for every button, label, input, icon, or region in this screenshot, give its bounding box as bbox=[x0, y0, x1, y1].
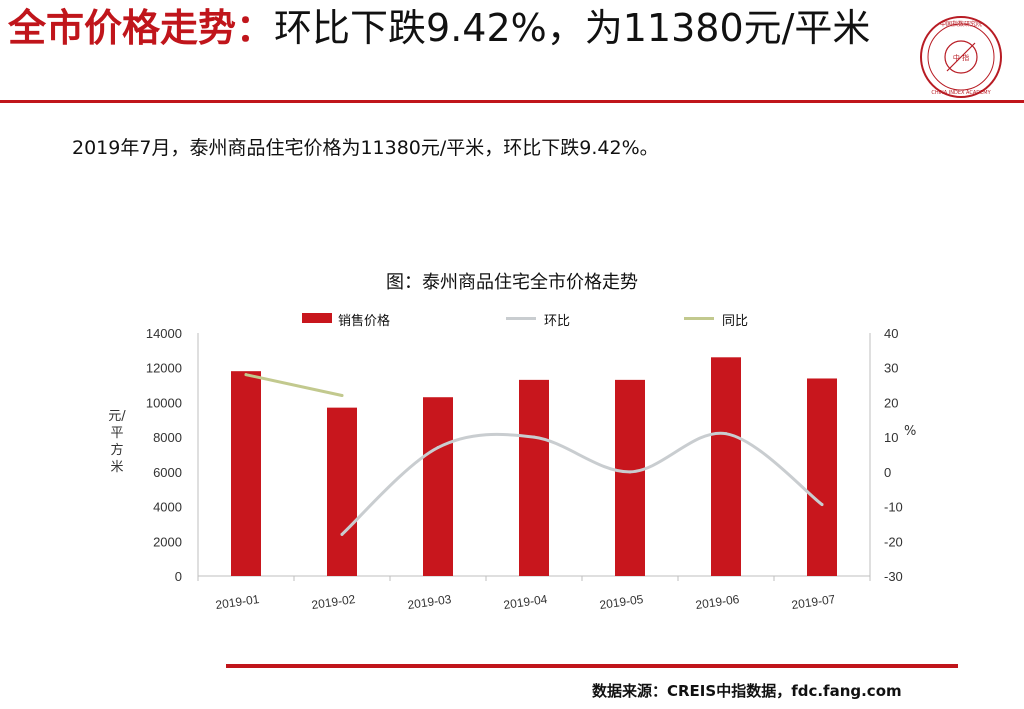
logo-top-text: 中国指数研究院 bbox=[940, 20, 982, 28]
china-index-academy-seal-icon: 中国指数研究院 中 指 CHINA INDEX ACADEMY bbox=[920, 16, 1002, 98]
point-mom-2019-07 bbox=[820, 503, 824, 507]
y2-tick-label: -20 bbox=[884, 534, 903, 549]
bar-price-2019-04 bbox=[519, 379, 549, 576]
point-mom-2019-06 bbox=[724, 432, 728, 436]
x-tick-label: 2019-06 bbox=[695, 592, 741, 612]
bar-price-2019-02 bbox=[327, 407, 357, 576]
bar-price-2019-07 bbox=[807, 378, 837, 576]
x-tick-label: 2019-05 bbox=[599, 592, 645, 612]
chart-title: 图：泰州商品住宅全市价格走势 bbox=[386, 272, 638, 293]
x-tick-label: 2019-07 bbox=[791, 592, 837, 612]
point-mom-2019-03 bbox=[436, 446, 440, 450]
y2-tick-label: -10 bbox=[884, 500, 903, 515]
x-tick-label: 2019-02 bbox=[311, 592, 357, 612]
y-tick-label: 14000 bbox=[146, 326, 182, 341]
y2-tick-label: -30 bbox=[884, 569, 903, 584]
logo-bottom-text: CHINA INDEX ACADEMY bbox=[931, 90, 991, 96]
y-tick-label: 10000 bbox=[146, 395, 182, 410]
bar-price-2019-05 bbox=[615, 379, 645, 576]
line-mom bbox=[340, 431, 824, 536]
y-tick-label: 8000 bbox=[153, 430, 182, 445]
y2-tick-label: 30 bbox=[884, 361, 898, 376]
title-divider bbox=[0, 100, 1024, 103]
y-tick-label: 12000 bbox=[146, 361, 182, 376]
y2-tick-label: 20 bbox=[884, 395, 898, 410]
bar-price-2019-06 bbox=[711, 357, 741, 576]
legend-label-mom: 环比 bbox=[544, 314, 571, 329]
y2-axis-label: % bbox=[904, 424, 917, 439]
legend-swatch-yoy bbox=[684, 317, 714, 320]
point-yoy-2019-02 bbox=[340, 393, 344, 397]
y2-tick-label: 0 bbox=[884, 465, 891, 480]
point-mom-2019-02 bbox=[340, 532, 344, 536]
legend-swatch-mom bbox=[506, 317, 536, 320]
y-tick-label: 2000 bbox=[153, 534, 182, 549]
point-mom-2019-05 bbox=[628, 470, 632, 474]
slide-title: 全市价格走势：环比下跌9.42%，为11380元/平米 bbox=[8, 6, 908, 50]
y2-tick-label: 40 bbox=[884, 326, 898, 341]
x-tick-label: 2019-01 bbox=[215, 592, 261, 612]
bar-price-2019-01 bbox=[231, 371, 261, 576]
y-tick-label: 4000 bbox=[153, 500, 182, 515]
legend-label-price: 销售价格 bbox=[338, 314, 391, 329]
logo-center-text: 中 指 bbox=[953, 53, 969, 62]
slide-title-rest: 环比下跌9.42%，为11380元/平米 bbox=[274, 6, 871, 50]
y-axis-label: 元/平方米 bbox=[108, 409, 126, 475]
bar-price-2019-03 bbox=[423, 397, 453, 576]
y-tick-label: 0 bbox=[175, 569, 182, 584]
summary-text: 2019年7月，泰州商品住宅价格为11380元/平米，环比下跌9.42%。 bbox=[72, 137, 659, 159]
x-tick-label: 2019-04 bbox=[503, 592, 549, 612]
x-tick-label: 2019-03 bbox=[407, 592, 453, 612]
line-yoy bbox=[244, 373, 344, 397]
y-tick-label: 6000 bbox=[153, 465, 182, 480]
point-mom-2019-04 bbox=[532, 435, 536, 439]
point-yoy-2019-01 bbox=[244, 373, 248, 377]
y2-tick-label: 10 bbox=[884, 430, 898, 445]
legend-label-yoy: 同比 bbox=[722, 314, 749, 329]
legend-swatch-price bbox=[302, 313, 332, 323]
slide-title-highlight: 全市价格走势： bbox=[8, 6, 275, 50]
data-source: 数据来源：CREIS中指数据，fdc.fang.com bbox=[592, 682, 902, 700]
source-divider bbox=[226, 664, 958, 668]
